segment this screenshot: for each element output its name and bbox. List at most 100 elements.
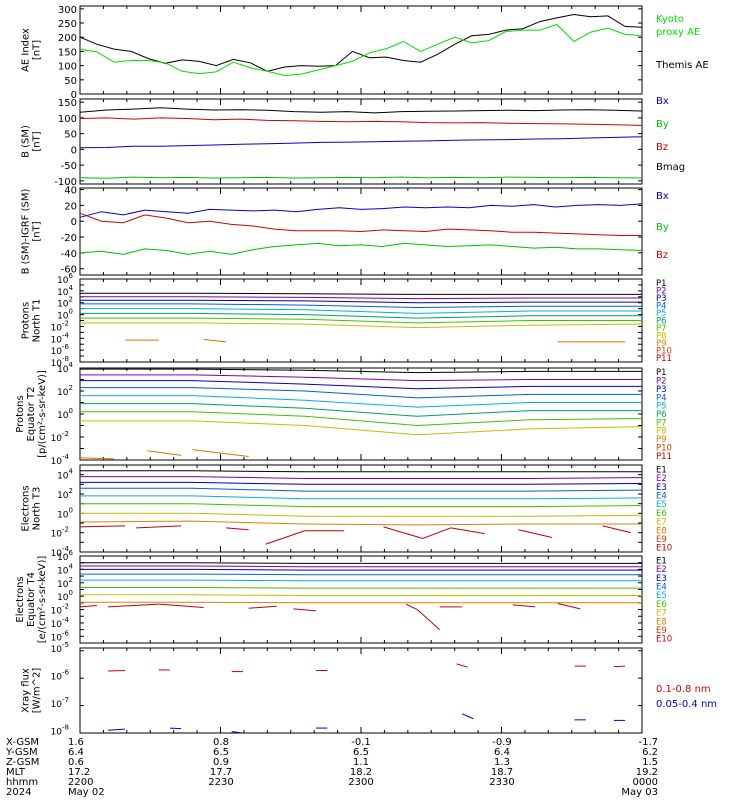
legend-entry-pnt1-9: P10 (656, 347, 672, 357)
y-tick-label-ae: 150 (58, 47, 77, 58)
data-segment-ent3-8 (518, 529, 553, 538)
data-segment-ent3-5 (383, 526, 423, 539)
legend-entry-pnt1-3: P4 (656, 301, 667, 311)
legend-entry-pet2-6: P7 (656, 418, 667, 428)
y-tick-label-ae: 200 (58, 33, 77, 44)
legend-entry-ae-1: proxy AE (656, 27, 700, 38)
orbit-row-value: May 02 (68, 787, 105, 798)
legend-entry-pet2-7: P8 (656, 427, 667, 437)
y-axis-label-eet4: [e/(cm²-s-sr-keV)] (37, 556, 48, 644)
orbit-row-value: -0.1 (351, 737, 371, 748)
data-segment-eet4-1 (108, 603, 159, 608)
legend-entry-eet4-0: E1 (656, 556, 667, 566)
y-tick-exponent: -4 (62, 331, 70, 339)
legend-entry-ent3-7: E8 (656, 526, 667, 536)
y-tick-exponent: 6 (69, 549, 74, 557)
y-axis-label-bigrf: [nT] (32, 221, 43, 241)
orbit-row-value: 0.8 (213, 737, 229, 748)
legend-entry-eet4-4: E5 (656, 591, 667, 601)
legend-entry-ent3-9: E10 (656, 544, 672, 554)
legend-entry-pnt1-2: P3 (656, 294, 667, 304)
data-segment-pnt1-1 (203, 338, 227, 343)
orbit-row-value: 6.5 (353, 747, 369, 758)
data-segment-eet4-9 (557, 603, 581, 610)
y-tick-exponent: 2 (69, 296, 73, 304)
legend-entry-ent3-8: E9 (656, 535, 667, 545)
y-tick-exponent: 2 (69, 576, 73, 584)
series-line-pnt1-4 (80, 308, 642, 314)
orbit-row-value: 6.5 (213, 747, 229, 758)
legend-entry-bsm-3: Bmag (656, 162, 685, 173)
y-tick-label-ae: 50 (64, 76, 77, 87)
y-tick-label-bsm: 50 (64, 130, 77, 141)
orbit-row-label: MLT (6, 767, 26, 778)
y-tick-exponent: 0 (69, 506, 73, 514)
y-tick-exponent: -5 (62, 641, 69, 649)
data-segment-ent3-1 (136, 525, 182, 529)
y-axis-label-pnt1: Protons (21, 302, 32, 339)
series-line-eet4-6 (80, 594, 642, 596)
legend-entry-pet2-8: P9 (656, 435, 667, 445)
legend-entry-pet2-2: P3 (656, 385, 667, 395)
legend-entry-ent3-1: E2 (656, 474, 667, 484)
y-axis-label-bsm: B (SM) (21, 125, 32, 158)
y-tick-label-bigrf: -60 (61, 265, 77, 276)
y-tick-exponent: -4 (62, 545, 70, 553)
orbit-row-value: 0.9 (213, 757, 229, 768)
orbit-row-value: 2200 (68, 777, 93, 788)
orbit-row-label: Y-GSM (5, 747, 38, 758)
y-axis-label-xray: [W/m^2] (32, 668, 43, 714)
legend-entry-pnt1-8: P9 (656, 339, 667, 349)
y-tick-label-ae: 300 (58, 5, 77, 16)
data-segment-ent3-6 (422, 527, 452, 539)
legend-entry-eet4-5: E6 (656, 600, 667, 610)
data-segment-ent3-9 (602, 525, 631, 534)
series-line-pnt1-6 (80, 317, 642, 324)
orbit-row-value: 6.4 (68, 747, 84, 758)
legend-entry-pet2-9: P10 (656, 443, 672, 453)
y-tick-exponent: 0 (69, 308, 73, 316)
data-segment-eet4-2 (158, 603, 204, 609)
y-tick-exponent: 6 (69, 272, 74, 280)
series-line-pet2-0 (80, 368, 642, 374)
data-segment-ent3-0 (79, 525, 125, 528)
y-tick-label-bsm: 150 (58, 98, 77, 109)
legend-entry-ae-2: Themis AE (655, 60, 709, 71)
series-line-ent3-3 (80, 487, 643, 492)
legend-entry-pet2-3: P4 (656, 393, 667, 403)
y-axis-label-pet2: [p/(cm²-s-sr-keV)] (37, 370, 48, 458)
legend-entry-pnt1-10: P11 (656, 354, 672, 364)
legend-entry-pet2-5: P6 (656, 410, 667, 420)
legend-entry-pnt1-1: P2 (656, 286, 667, 296)
y-tick-exponent: 2 (69, 384, 73, 392)
y-tick-label-bsm: 100 (58, 114, 77, 125)
legend-entry-bsm-1: By (656, 119, 669, 130)
y-tick-exponent: 4 (69, 468, 74, 476)
series-line-bsm-2 (79, 136, 643, 149)
series-line-pet2-2 (80, 380, 642, 390)
legend-entry-pet2-1: P2 (656, 377, 667, 387)
legend-entry-eet4-8: E9 (656, 626, 667, 636)
legend-entry-pnt1-4: P5 (656, 309, 667, 319)
y-axis-label-xray: Xray flux (21, 668, 32, 713)
data-segment-pet2-1 (147, 450, 182, 456)
y-tick-label-bigrf: 0 (71, 217, 77, 228)
data-segment-ent3-3 (265, 530, 305, 545)
orbit-row-value: May 03 (621, 787, 658, 798)
y-tick-label-bsm: 0 (71, 145, 77, 156)
y-tick-exponent: -4 (62, 616, 70, 624)
y-tick-exponent: 0 (69, 407, 73, 415)
series-line-ae-1 (79, 23, 643, 77)
series-line-pet2-5 (80, 403, 642, 417)
legend-entry-eet4-1: E2 (656, 565, 667, 575)
y-tick-exponent: -7 (62, 696, 69, 704)
series-line-pet2-4 (80, 395, 642, 408)
data-segment-eet4-6 (416, 609, 441, 630)
y-tick-exponent: -6 (62, 668, 70, 676)
data-segment-xray-9 (231, 731, 244, 734)
series-line-ent3-0 (80, 470, 642, 473)
y-axis-label-ae: AE Index (21, 28, 32, 72)
series-line-bsm-0 (79, 107, 643, 114)
